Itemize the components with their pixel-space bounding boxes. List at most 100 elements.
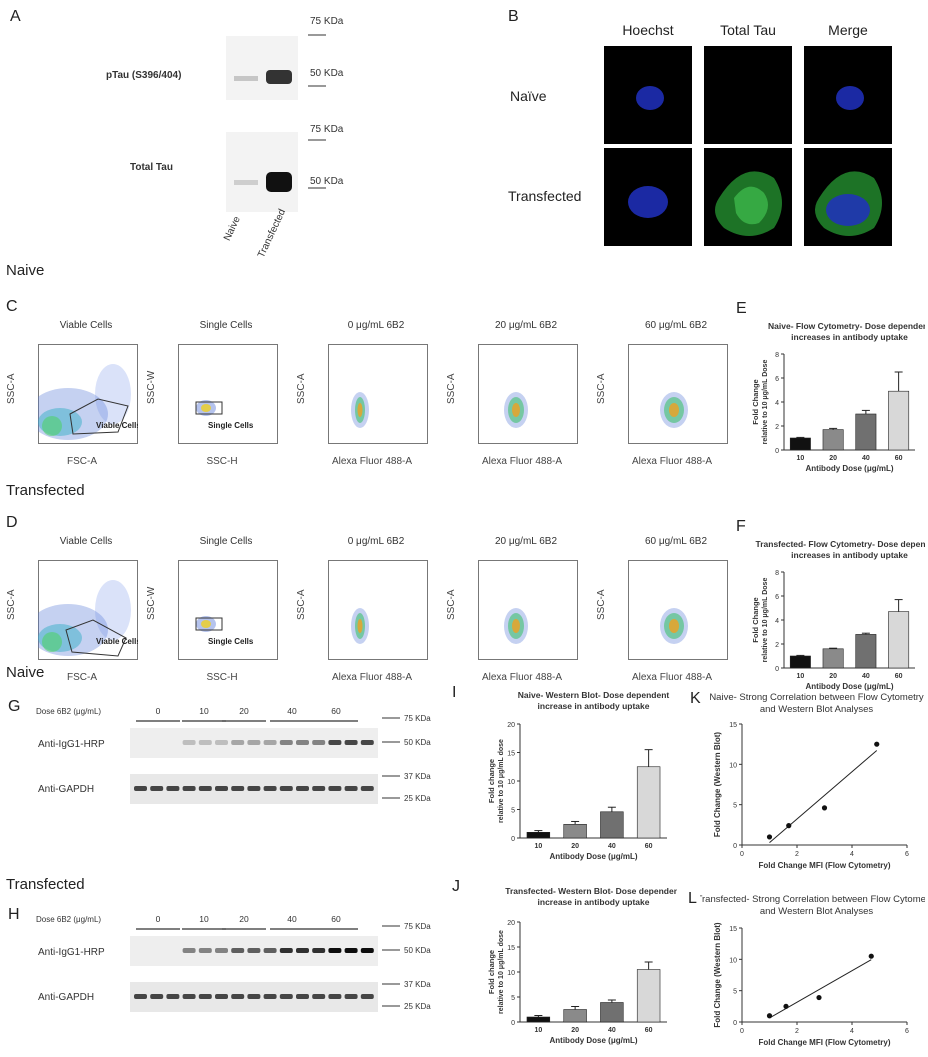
panel-letter-h: H [8, 906, 20, 923]
scatter-density [357, 403, 363, 417]
western-blot-figure: Dose 6B2 (μg/mL) 0 10 20 40 60 Anti-IgG1-HRP An… [36, 914, 431, 1012]
bar-10 [526, 832, 551, 839]
x-tick-label: 20 [571, 1027, 579, 1034]
y-axis-label-line2: relative to 10 μg/mL dose [498, 739, 505, 823]
panel-letter-l: L [688, 890, 697, 907]
scatter-density [95, 580, 131, 640]
hrp-row-label: Anti-IgG1-HRP [38, 947, 105, 958]
y-tick-label: 5 [733, 989, 737, 996]
flow-plot-5: 60 μg/mL 6B2 SSC-A Alexa Fluor 488-A [590, 318, 730, 478]
total-tau-blot [226, 132, 298, 212]
gapdh-band [344, 994, 358, 999]
chart-l: Transfected- Strong Correlation between … [700, 894, 925, 1047]
x-tick-label: 40 [862, 673, 870, 680]
y-tick-label: 0 [511, 1020, 515, 1027]
x-tick-label: 2 [795, 851, 799, 858]
y-axis-label: Fold Change (Western Blot) [713, 922, 722, 1028]
y-tick-label: 6 [775, 376, 779, 383]
y-tick-label: 15 [729, 926, 737, 933]
gapdh-band [344, 786, 358, 791]
bar-20 [822, 648, 844, 669]
gapdh-band [328, 994, 342, 999]
hrp-band [360, 740, 374, 745]
flow-plot-area: Single Cells [178, 560, 278, 660]
flow-plot-title: 60 μg/mL 6B2 [644, 536, 708, 547]
x-axis-label: Antibody Dose (μg/mL) [550, 852, 638, 861]
flow-plot-xlabel: Alexa Fluor 488-A [631, 456, 713, 467]
dose-60: 60 [331, 914, 341, 924]
y-tick-label: 4 [775, 400, 779, 407]
flow-plot-ylabel: SSC-A [6, 373, 17, 404]
transfected-hoechst-image [604, 148, 692, 246]
flow-plot-xlabel: Alexa Fluor 488-A [331, 672, 413, 683]
y-tick-label: 0 [775, 448, 779, 455]
flow-plot-xlabel: SSC-H [206, 672, 238, 683]
transfected-merge-image [804, 148, 892, 246]
x-tick-label: 0 [740, 1028, 744, 1035]
gapdh-band [134, 786, 147, 791]
gapdh-band [247, 994, 261, 999]
hrp-band [328, 740, 342, 745]
hrp-band [215, 948, 228, 953]
gapdh-band [231, 994, 245, 999]
panel-letter-i: I [452, 684, 457, 701]
dose-10: 10 [199, 706, 209, 716]
y-tick-label: 2 [775, 642, 779, 649]
hrp-row-label: Anti-IgG1-HRP [38, 739, 105, 750]
x-axis-label: Antibody Dose (μg/mL) [806, 682, 894, 691]
panel-letter-d: D [6, 514, 18, 531]
panel-letter-j: J [452, 878, 460, 895]
section-transfected-2: Transfected [6, 876, 85, 893]
chart-title-line: and Western Blot Analyses [760, 704, 874, 715]
section-naive-2: Naive [6, 664, 45, 681]
bar-60 [636, 969, 661, 1023]
marker-label: 50 KDa [404, 946, 431, 955]
x-tick-label: 6 [905, 1028, 909, 1035]
x-axis-label: Antibody Dose (μg/mL) [806, 464, 894, 473]
gapdh-band [182, 786, 196, 791]
flow-plot-3: 0 μg/mL 6B2 SSC-A Alexa Fluor 488-A [290, 318, 430, 478]
transfected-tau-image [704, 148, 792, 246]
flow-plot-ylabel: SSC-W [146, 586, 157, 620]
x-tick-label: 60 [895, 455, 903, 462]
gapdh-band [360, 994, 374, 999]
gapdh-band [182, 994, 196, 999]
single-cells-gate [195, 401, 223, 415]
bar-20 [563, 1009, 587, 1023]
col-hoechst: Hoechst [622, 22, 674, 38]
y-tick-label: 5 [511, 995, 515, 1002]
plot-frame [628, 344, 728, 444]
y-tick-label: 20 [507, 722, 515, 729]
hrp-band [231, 948, 245, 953]
row-naive: Naïve [510, 88, 547, 104]
flow-plot-title: Single Cells [199, 536, 253, 547]
x-tick-label: 20 [829, 455, 837, 462]
marker-50-a2: 50 KDa [310, 176, 344, 187]
flow-plot-2: Single Cells SSC-W SSC-H Single Cells [140, 318, 280, 478]
chart-f: Transfected- Flow Cytometry- Dose depend… [751, 539, 925, 691]
hrp-band [312, 740, 326, 745]
gapdh-row-label: Anti-GAPDH [38, 784, 94, 795]
marker-label: 50 KDa [404, 738, 431, 747]
panel-letter-b: B [508, 8, 519, 25]
y-tick-label: 8 [775, 570, 779, 577]
flow-plot-xlabel: FSC-A [67, 672, 97, 683]
bar-60 [888, 390, 910, 451]
bar-10 [789, 437, 811, 451]
dose-10: 10 [199, 914, 209, 924]
panel-a-marker-ticks [308, 34, 326, 189]
x-axis-label: Fold Change MFI (Flow Cytometry) [759, 861, 891, 870]
x-tick-label: 40 [862, 455, 870, 462]
viable-gate-label: Viable Cells [96, 421, 138, 430]
x-tick-label: 40 [608, 843, 616, 850]
data-point [874, 741, 880, 747]
gapdh-band [215, 994, 228, 999]
flow-plot-area: Single Cells [178, 344, 278, 444]
y-axis-label-line1: Fold Change [751, 597, 760, 642]
x-tick-label: 4 [850, 851, 854, 858]
marker-label: 75 KDa [404, 714, 431, 723]
hrp-band [312, 948, 326, 953]
y-axis-label-line2: relative to 10 μg/mL dose [498, 930, 505, 1014]
flow-plot-xlabel: Alexa Fluor 488-A [331, 456, 413, 467]
y-axis-label-line1: Fold Change [751, 379, 760, 424]
